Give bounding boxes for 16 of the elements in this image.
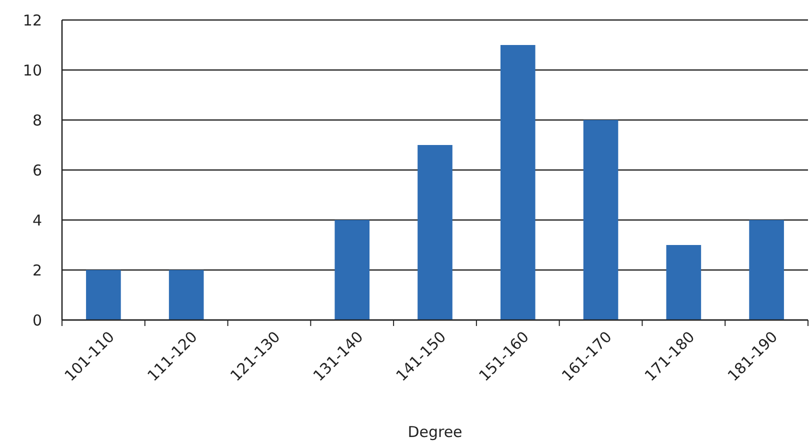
bar bbox=[583, 120, 618, 320]
y-tick-label: 4 bbox=[32, 211, 42, 230]
bar bbox=[749, 220, 784, 320]
bar bbox=[418, 145, 452, 320]
y-tick-label: 2 bbox=[32, 261, 42, 280]
y-tick-label: 8 bbox=[32, 111, 42, 130]
y-tick-label: 0 bbox=[32, 311, 42, 330]
x-axis-title: Degree bbox=[408, 423, 462, 441]
bar bbox=[666, 245, 702, 320]
bar bbox=[334, 220, 370, 320]
y-tick-label: 10 bbox=[22, 61, 42, 80]
y-tick-label: 6 bbox=[32, 161, 42, 180]
bar bbox=[86, 270, 121, 320]
y-tick-label: 12 bbox=[22, 11, 42, 30]
bar bbox=[500, 45, 536, 320]
bar bbox=[168, 270, 204, 320]
